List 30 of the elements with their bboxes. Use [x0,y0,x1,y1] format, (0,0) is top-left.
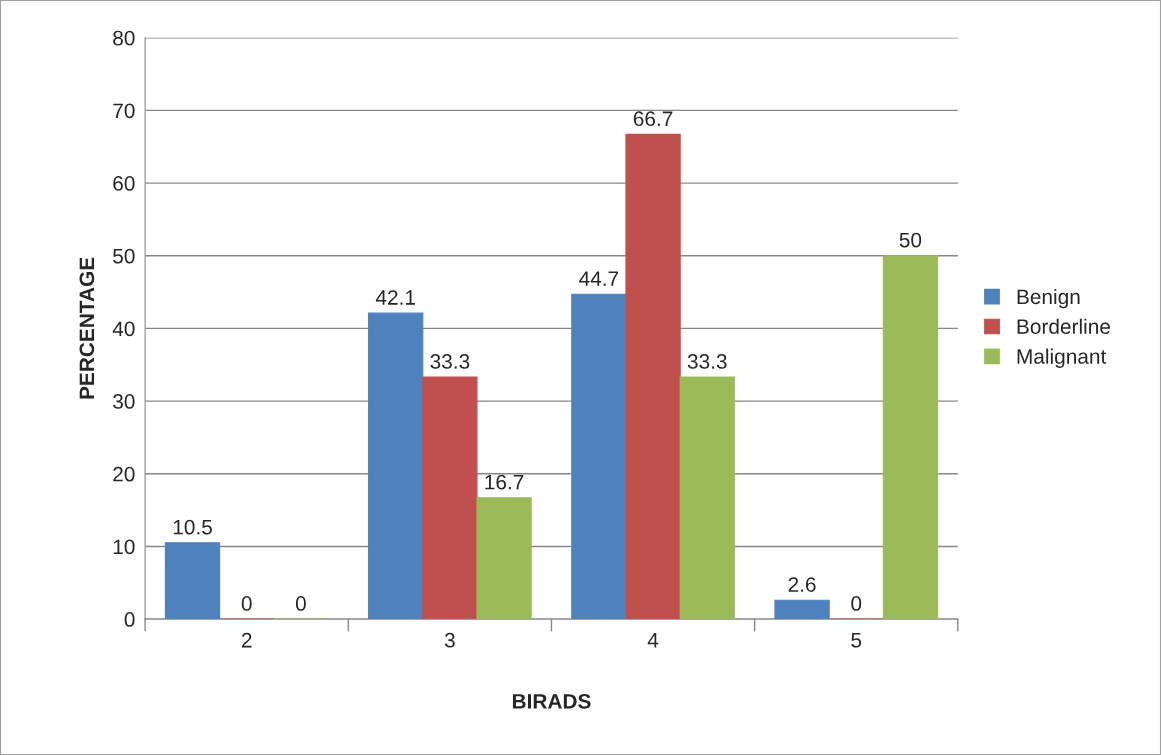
data-label: 50 [899,232,922,248]
y-tick-label: 40 [112,321,135,337]
y-tick-label: 80 [113,30,135,46]
y-tick-label: 20 [113,466,135,482]
data-label: 66.7 [633,111,673,127]
legend-label: Benign [1017,288,1080,309]
data-label: 0 [851,596,862,611]
data-label: 2.6 [788,577,816,592]
data-label: 0 [241,596,252,611]
data-label: 16.7 [485,474,524,490]
data-label: 42.1 [375,290,415,305]
data-label: 33.3 [430,354,470,369]
y-tick-label: 30 [113,394,135,409]
x-tick-label: 2 [241,632,252,648]
data-label: 10.5 [173,519,212,535]
x-tick-label: 5 [851,633,862,648]
data-label: 44.7 [579,271,619,286]
data-label: 33.3 [687,354,727,369]
y-tick-label: 60 [113,176,135,191]
y-tick-label: 50 [113,248,135,264]
y-tick-label: 70 [113,103,135,119]
y-axis-title: PERCENTAGE [79,257,95,399]
x-axis-title: BIRADS [512,693,591,709]
y-tick-label: 0 [124,612,135,627]
y-tick-label: 10 [113,539,135,555]
legend-label: Malignant [1017,348,1107,368]
legend-label: Borderline [1017,318,1110,335]
data-label: 0 [295,596,306,611]
x-tick-label: 4 [647,633,659,648]
x-tick-label: 3 [444,632,455,648]
